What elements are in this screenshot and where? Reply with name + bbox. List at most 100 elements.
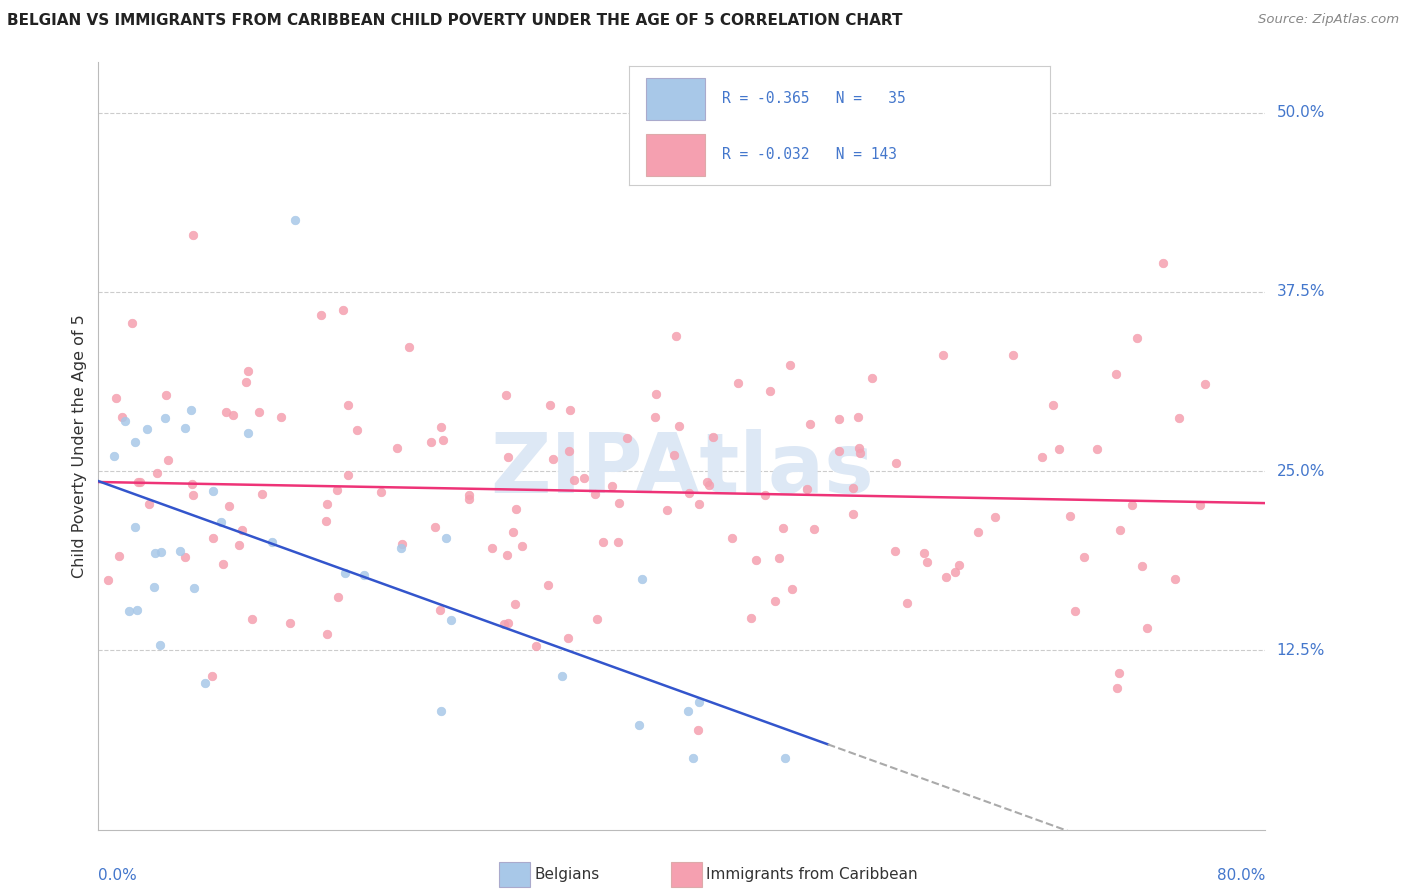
Point <box>337 398 360 412</box>
Point <box>1105 681 1128 695</box>
Text: 50.0%: 50.0% <box>1277 105 1324 120</box>
Point <box>678 486 700 500</box>
Point <box>1130 559 1153 574</box>
Point <box>754 488 776 502</box>
Point <box>181 477 204 491</box>
Point <box>662 448 685 462</box>
Point <box>664 329 686 343</box>
Point <box>149 638 172 652</box>
Point <box>222 408 245 422</box>
Point <box>983 510 1005 524</box>
Point <box>538 398 561 412</box>
Point <box>616 430 638 444</box>
Point <box>537 578 560 592</box>
Point <box>127 603 149 617</box>
Point <box>896 596 918 610</box>
Text: 80.0%: 80.0% <box>1218 869 1265 883</box>
Point <box>631 572 654 586</box>
Point <box>146 466 169 480</box>
Point <box>803 523 825 537</box>
Point <box>558 402 581 417</box>
Point <box>1059 508 1081 523</box>
Point <box>524 639 547 653</box>
Point <box>169 544 191 558</box>
Point <box>551 669 574 683</box>
Point <box>231 523 253 537</box>
Point <box>966 524 988 539</box>
Point <box>586 612 609 626</box>
Point <box>278 615 301 630</box>
Point <box>209 515 232 529</box>
Point <box>346 423 368 437</box>
Point <box>336 467 359 482</box>
Point <box>1002 348 1025 362</box>
Point <box>503 597 526 611</box>
Point <box>218 499 240 513</box>
Point <box>860 371 883 385</box>
Point <box>155 387 177 401</box>
Point <box>780 582 803 597</box>
Point <box>194 675 217 690</box>
Point <box>332 302 354 317</box>
Point <box>1168 410 1191 425</box>
Point <box>1194 376 1216 391</box>
Point <box>686 723 709 737</box>
Point <box>846 409 869 424</box>
Point <box>173 549 195 564</box>
Point <box>935 569 957 583</box>
Point <box>315 497 337 511</box>
Point <box>682 751 704 765</box>
Point <box>492 617 515 632</box>
Point <box>688 695 710 709</box>
Point <box>628 717 651 731</box>
Point <box>644 387 666 401</box>
Point <box>326 591 349 605</box>
Point <box>943 566 966 580</box>
Point <box>181 227 204 242</box>
Text: BELGIAN VS IMMIGRANTS FROM CARIBBEAN CHILD POVERTY UNDER THE AGE OF 5 CORRELATIO: BELGIAN VS IMMIGRANTS FROM CARIBBEAN CHI… <box>7 13 903 29</box>
Point <box>727 376 749 391</box>
Point <box>655 503 678 517</box>
Point <box>157 452 180 467</box>
Point <box>326 483 349 497</box>
Point <box>430 419 453 434</box>
Point <box>108 549 131 563</box>
Point <box>262 535 284 549</box>
Point <box>1108 523 1130 537</box>
Point <box>932 348 955 362</box>
Point <box>496 450 519 464</box>
Point <box>434 532 457 546</box>
Point <box>143 547 166 561</box>
Point <box>240 611 263 625</box>
Point <box>124 520 146 534</box>
Point <box>688 497 710 511</box>
Point <box>121 316 143 330</box>
Point <box>884 456 907 470</box>
Point <box>1189 498 1212 512</box>
Point <box>212 557 235 571</box>
Point <box>284 213 307 227</box>
Point <box>215 405 238 419</box>
Point <box>316 626 339 640</box>
Point <box>398 339 420 353</box>
Point <box>1073 550 1095 565</box>
Point <box>796 482 818 496</box>
Point <box>201 669 224 683</box>
Point <box>678 704 700 718</box>
Point <box>702 430 724 444</box>
Point <box>136 422 159 436</box>
Text: 25.0%: 25.0% <box>1277 464 1324 479</box>
Point <box>201 483 224 498</box>
Point <box>883 543 905 558</box>
Point <box>948 558 970 573</box>
Point <box>236 364 259 378</box>
Point <box>389 541 412 556</box>
Point <box>183 488 205 502</box>
Point <box>763 594 786 608</box>
Point <box>592 534 614 549</box>
Point <box>1108 666 1130 681</box>
Point <box>697 478 720 492</box>
Point <box>457 487 479 501</box>
Point <box>600 478 623 492</box>
Point <box>557 631 579 645</box>
